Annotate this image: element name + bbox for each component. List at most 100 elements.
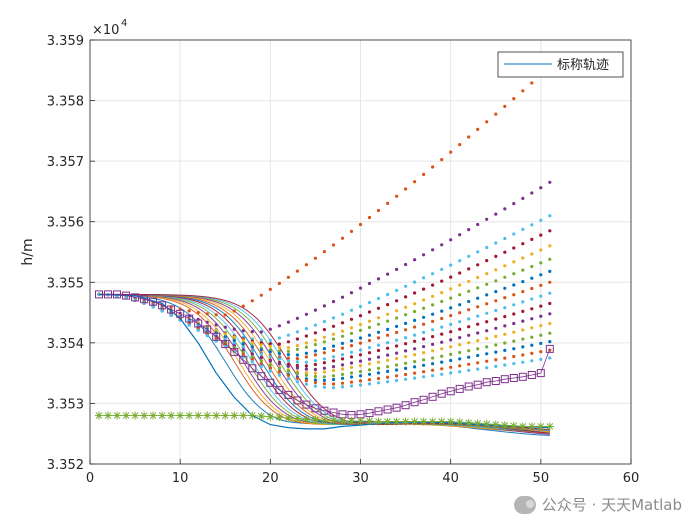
data-point <box>530 264 534 269</box>
data-point <box>512 330 516 334</box>
data-point <box>413 318 417 322</box>
data-point <box>340 295 345 299</box>
data-point <box>340 346 345 350</box>
data-point <box>476 250 480 254</box>
data-point <box>485 293 489 297</box>
data-point <box>250 357 254 361</box>
data-point <box>232 341 236 345</box>
data-point <box>530 317 534 321</box>
data-point <box>295 363 299 368</box>
data-point <box>485 352 489 356</box>
data-point <box>413 291 417 295</box>
legend: 标称轨迹 <box>497 51 624 78</box>
data-point <box>449 330 453 334</box>
data-point <box>232 338 236 343</box>
data-point <box>277 370 281 374</box>
star-marker <box>374 417 383 426</box>
square-marker <box>221 340 230 349</box>
x-tick-label: 50 <box>533 471 550 486</box>
data-point <box>322 347 326 351</box>
data-point <box>340 372 345 376</box>
data-point <box>449 275 453 279</box>
data-point <box>521 268 525 272</box>
square-marker <box>104 290 112 299</box>
data-point <box>539 261 543 265</box>
data-point <box>313 367 317 372</box>
data-point <box>449 296 453 300</box>
star-marker <box>347 416 356 425</box>
data-point <box>395 351 399 355</box>
data-point <box>422 276 426 280</box>
square-marker <box>149 297 158 306</box>
square-marker <box>464 382 473 391</box>
data-point <box>259 330 263 334</box>
data-point <box>521 319 525 323</box>
data-point <box>386 272 390 276</box>
data-point <box>404 313 408 317</box>
data-point <box>404 336 408 340</box>
data-point <box>268 338 272 342</box>
square-marker <box>257 372 266 381</box>
data-point <box>259 356 263 360</box>
data-point <box>422 253 426 257</box>
data-point <box>431 342 435 346</box>
data-point <box>376 355 381 359</box>
square-marker <box>410 398 419 407</box>
y-tick-label: 3.353 <box>47 397 84 412</box>
wechat-icon <box>513 495 536 514</box>
data-point <box>349 344 354 348</box>
square-marker <box>320 406 329 415</box>
data-point <box>250 352 254 356</box>
data-point <box>530 343 534 347</box>
data-point <box>386 358 390 362</box>
data-point <box>331 374 336 378</box>
star-marker <box>257 412 266 421</box>
data-point <box>295 353 299 357</box>
square-marker <box>176 309 185 318</box>
data-point <box>313 380 317 385</box>
square-marker <box>311 404 320 413</box>
data-point <box>376 348 381 353</box>
data-point <box>277 357 281 361</box>
dotted-series <box>97 292 552 382</box>
data-point <box>458 303 462 307</box>
data-point <box>512 232 516 236</box>
star-marker <box>437 417 446 426</box>
data-point <box>485 345 489 349</box>
data-point <box>539 186 543 190</box>
data-point <box>440 367 444 371</box>
data-point <box>548 312 552 316</box>
data-point <box>476 331 480 335</box>
data-point <box>494 299 498 303</box>
data-point <box>476 339 480 343</box>
star-marker <box>158 411 167 420</box>
data-point <box>467 135 471 139</box>
data-point <box>413 347 417 351</box>
square-marker <box>275 386 284 395</box>
y-tick-label: 3.355 <box>47 276 84 291</box>
data-point <box>530 276 534 280</box>
data-point <box>485 302 489 306</box>
data-point <box>241 345 245 349</box>
data-point <box>440 340 444 344</box>
y-tick-label: 3.352 <box>47 458 84 473</box>
star-marker <box>356 416 365 425</box>
data-point <box>386 365 390 369</box>
data-point <box>367 351 372 355</box>
data-point <box>521 300 525 304</box>
data-point <box>476 367 480 371</box>
data-point <box>431 362 435 366</box>
y-tick-label: 3.359 <box>47 34 84 49</box>
data-point <box>286 333 290 337</box>
data-point <box>286 356 290 360</box>
data-point <box>331 332 336 336</box>
data-point <box>521 256 525 260</box>
data-point <box>169 313 173 318</box>
data-point <box>422 375 426 379</box>
star-marker <box>329 416 338 425</box>
data-point <box>349 308 354 312</box>
data-point <box>268 287 272 291</box>
exponent-power: 4 <box>121 18 127 29</box>
star-marker <box>365 416 374 425</box>
data-point <box>322 304 326 308</box>
